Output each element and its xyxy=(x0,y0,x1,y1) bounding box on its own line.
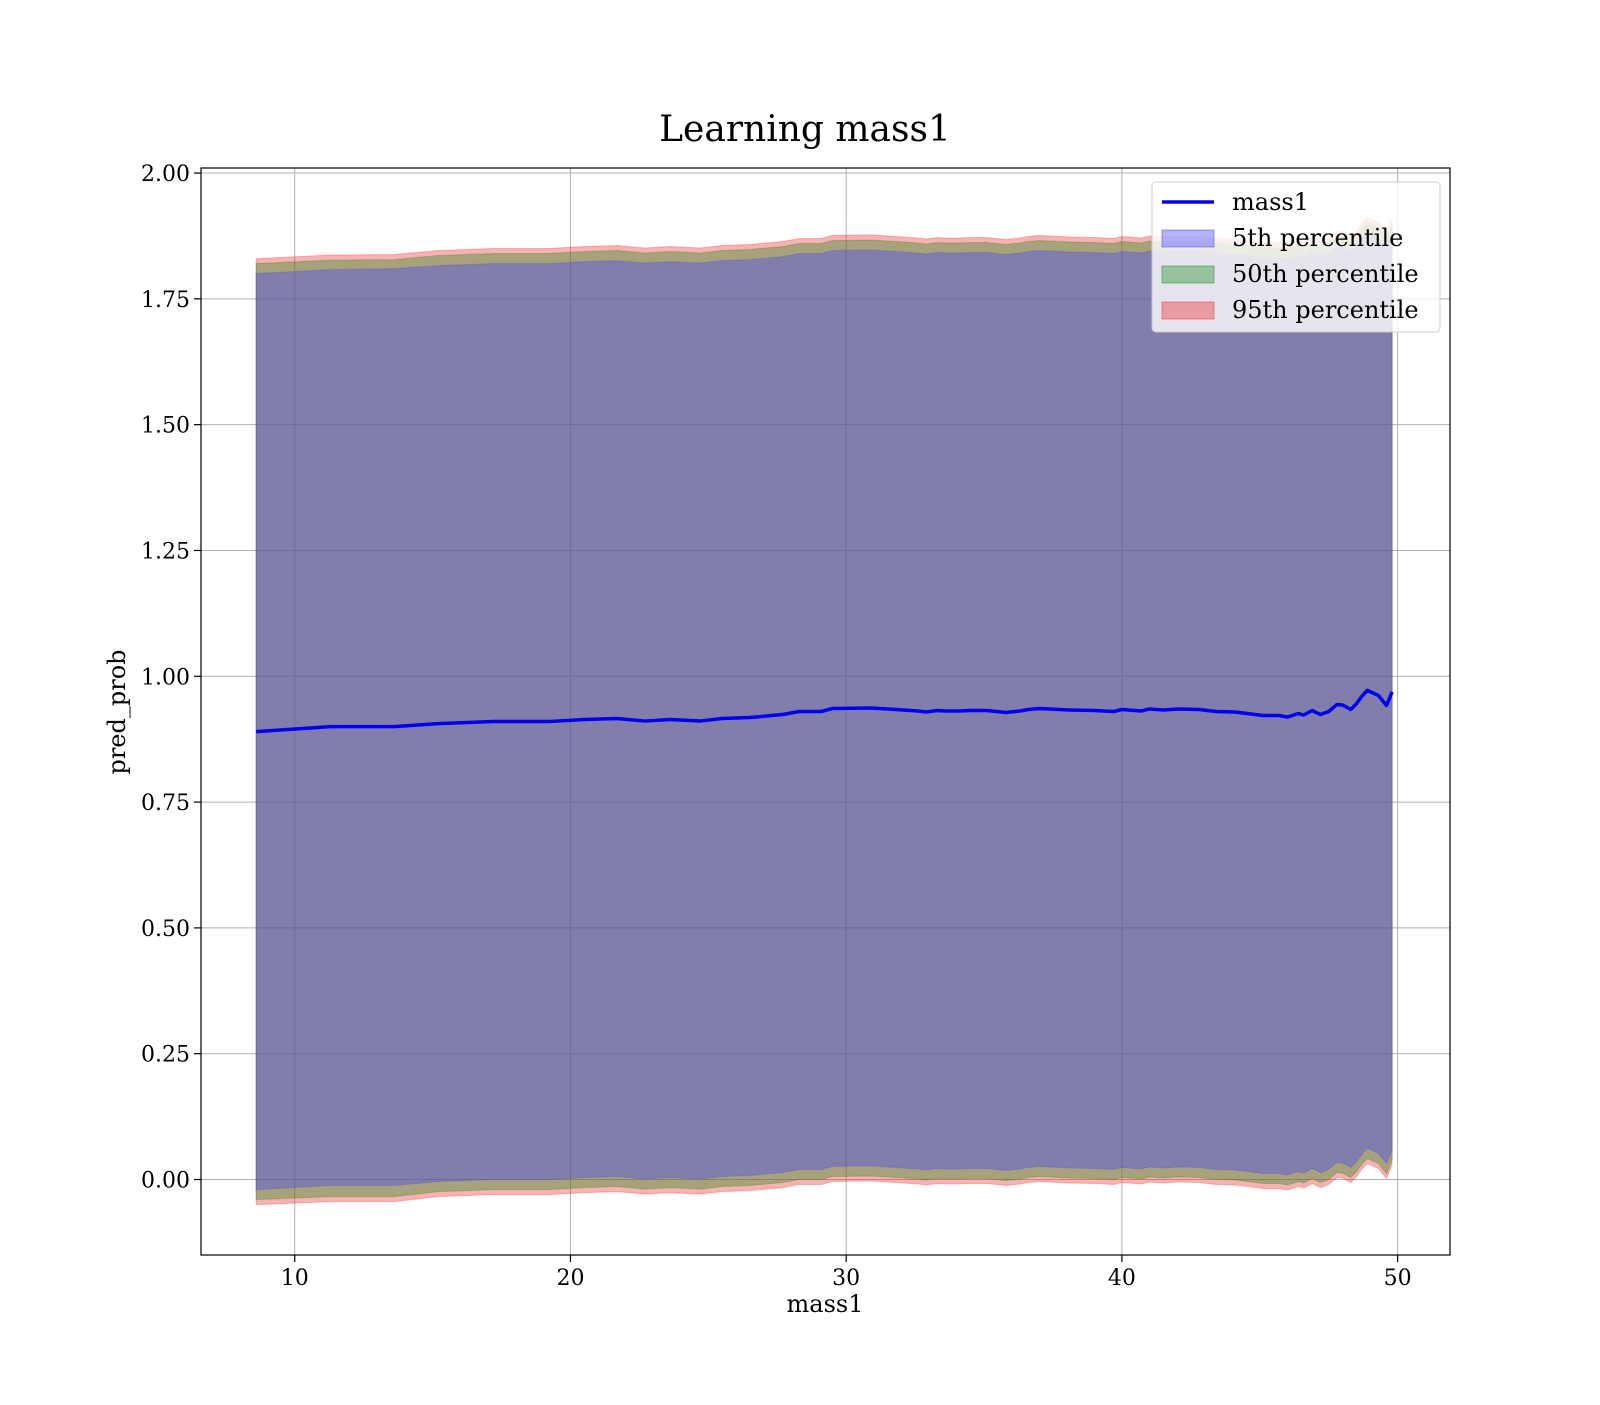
x-tick-label: 20 xyxy=(556,1266,584,1291)
legend-patch-swatch xyxy=(1161,229,1215,248)
y-tick-label: 1.75 xyxy=(141,288,190,313)
series-lines xyxy=(256,688,1394,734)
plot-frame xyxy=(200,167,1451,1256)
y-tick-label: 0.75 xyxy=(141,791,190,816)
x-tick-label: 30 xyxy=(832,1266,860,1291)
legend: mass1 5th percentile 50th percentile 95th p… xyxy=(1151,181,1441,333)
axis-ticks: 10 20 30 40 50 0.00 0.25 0.50 0.75 1.00 1.25 1.50 1.… xyxy=(141,162,1412,1291)
y-tick-label: 1.25 xyxy=(141,539,190,564)
chart-title: Learning mass1 xyxy=(659,109,951,150)
legend-label: 95th percentile xyxy=(1232,296,1419,324)
y-tick-label: 0.00 xyxy=(141,1169,190,1194)
legend-label: mass1 xyxy=(1232,188,1309,216)
x-tick-label: 50 xyxy=(1384,1266,1412,1291)
y-tick-label: 1.00 xyxy=(141,665,190,690)
legend-patch-swatch xyxy=(1161,265,1215,284)
y-axis-label: pred_prob xyxy=(103,649,131,774)
legend-box xyxy=(1151,181,1441,333)
y-tick-label: 0.50 xyxy=(141,917,190,942)
x-axis-label: mass1 xyxy=(787,1290,864,1318)
x-tick-label: 10 xyxy=(281,1266,309,1291)
legend-label: 50th percentile xyxy=(1232,260,1419,288)
grid xyxy=(201,168,1450,1255)
x-tick-label: 40 xyxy=(1108,1266,1136,1291)
y-tick-label: 1.50 xyxy=(141,414,190,439)
legend-patch-swatch xyxy=(1161,301,1215,320)
mass1-line xyxy=(256,688,1394,734)
y-tick-label: 2.00 xyxy=(141,162,190,187)
legend-label: 5th percentile xyxy=(1232,224,1403,252)
y-tick-label: 0.25 xyxy=(141,1043,190,1068)
